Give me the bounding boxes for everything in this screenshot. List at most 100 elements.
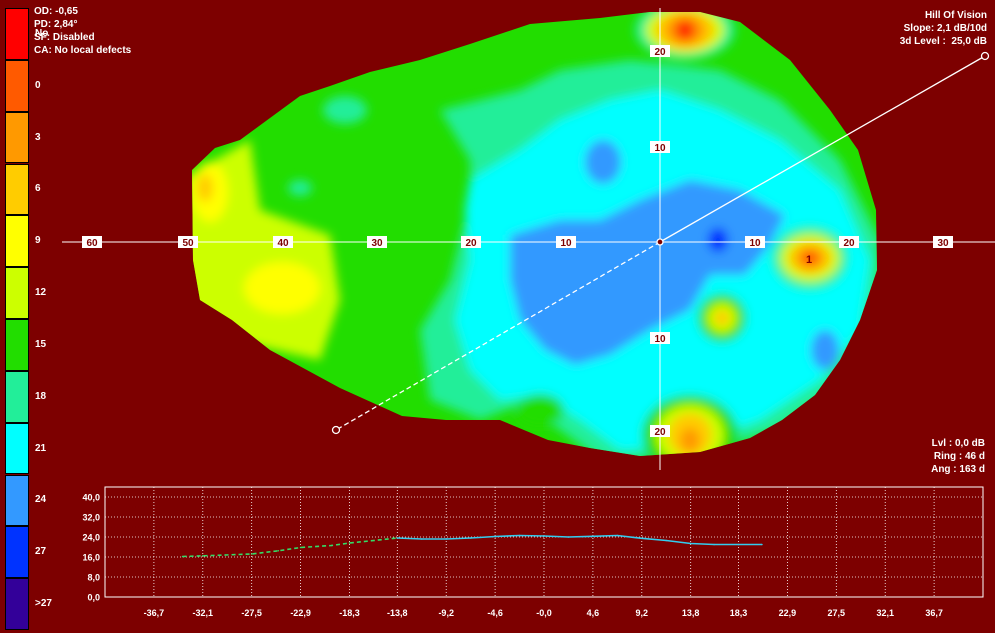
y-tick-5: 40,0 [82,493,100,503]
x-tick-2: -27,5 [241,608,262,618]
profile-point-1-10 [640,537,643,540]
profile-point-1-12 [689,542,692,545]
eye-info-panel: OD: -0,65 PD: 2,84° SF: Disabled CA: No loc… [34,5,131,57]
x-tick-15: 32,1 [876,608,894,618]
profile-line-solid[interactable] [659,55,986,243]
svg-text:60: 60 [86,238,98,249]
profile-point-1-7 [567,536,570,538]
x-axis-label-6: 10 [745,236,765,249]
x-tick-14: 27,5 [828,608,846,618]
y-tick-3: 24,0 [82,533,100,543]
legend-label-2: 3 [35,131,41,143]
x-tick-7: -4,6 [487,608,503,618]
legend-swatch-1 [5,59,29,112]
legend-label-9: 24 [35,494,47,506]
legend-swatch-10 [5,526,29,579]
svg-text:10: 10 [749,238,761,249]
lvl-value: Lvl : 0,0 dB [931,438,985,449]
legend-label-10: 27 [35,546,47,558]
x-axis-label-0: 60 [82,236,102,249]
profile-point-1-1 [420,538,423,540]
ca-value: CA: No local defects [34,45,132,56]
profile-handle-center[interactable] [656,238,664,246]
svg-text:30: 30 [937,238,949,249]
legend-swatch-5 [5,267,29,319]
profile-point-0-5 [299,546,302,549]
y-tick-2: 16,0 [82,553,100,563]
hill-of-vision-panel: Hill Of Vision Slope: 2,1 dB/10d 3d Level … [900,9,987,48]
profile-point-0-4 [277,549,280,552]
slope-value: Slope: 2,1 dB/10d [903,23,987,34]
level-value: 3d Level : 25,0 dB [899,36,987,47]
profile-point-0-7 [348,542,351,544]
x-tick-4: -18,3 [339,608,360,618]
x-axis-label-8: 30 [933,236,953,249]
y-axis-label-1: 10 [650,141,670,154]
x-axis-label-4: 20 [461,236,481,249]
pd-value: PD: 2,84° [34,19,78,30]
legend-swatch-0 [5,8,29,60]
x-tick-12: 18,3 [730,608,748,618]
svg-text:10: 10 [560,238,572,249]
y-tick-1: 8,0 [87,573,100,583]
x-tick-5: -13,8 [387,608,408,618]
profile-line-dashed[interactable] [335,241,661,431]
color-scale-legend: No 0 3 6 9 12 15 18 21 24 27 >27 [5,8,52,630]
legend-swatch-6 [5,319,29,371]
x-axis-label-7: 20 [839,236,859,249]
svg-text:50: 50 [182,238,194,249]
y-tick-0: 0,0 [87,593,100,603]
spot-label: 1 [806,254,812,266]
legend-label-0: No [35,27,49,39]
x-tick-8: -0,0 [536,608,552,618]
visual-field-isopter [192,12,877,456]
ang-value: Ang : 163 d [931,464,985,475]
legend-label-7: 18 [35,390,47,402]
svg-text:20: 20 [465,238,477,249]
axis-labels: 60 50 40 30 20 10 10 20 30 20 10 10 20 1 [82,45,953,438]
profile-point-1-8 [592,535,594,538]
profile-handle-start[interactable] [331,425,341,435]
profile-point-1-5 [518,534,521,537]
profile-point-1-2 [445,538,448,540]
x-tick-1: -32,1 [193,608,214,618]
profile-point-1-6 [543,535,545,537]
legend-swatch-11 [5,578,29,630]
x-tick-10: 9,2 [636,608,649,618]
svg-text:20: 20 [843,238,855,249]
profile-handle-end[interactable] [980,51,990,61]
legend-swatch-7 [5,370,29,423]
y-axis-label-3: 20 [650,425,670,438]
x-tick-16: 36,7 [925,608,943,618]
x-tick-13: 22,9 [779,608,797,618]
od-value: OD: -0,65 [34,6,78,17]
legend-label-8: 21 [35,442,47,454]
cursor-readout-panel: Lvl : 0,0 dB Ring : 46 d Ang : 163 d [931,437,985,476]
profile-grid [104,486,984,598]
profile-point-1-13 [713,543,715,546]
x-axis-label-5: 10 [556,236,576,249]
hill-of-vision-title: Hill Of Vision [924,10,987,21]
legend-label-4: 9 [35,235,41,247]
profile-point-0-0 [181,555,184,558]
svg-text:10: 10 [654,143,666,154]
legend-swatch-3 [5,163,29,216]
legend-label-1: 0 [35,79,41,91]
legend-swatch-9 [5,474,29,527]
legend-label-11: >27 [35,598,52,610]
ring-value: Ring : 46 d [933,451,985,462]
profile-point-1-4 [494,535,496,538]
x-tick-9: 4,6 [587,608,600,618]
x-tick-6: -9,2 [438,608,454,618]
x-axis-label-1: 50 [178,236,198,249]
profile-point-1-0 [396,537,399,539]
x-axis-label-2: 40 [273,236,293,249]
profile-point-1-3 [469,537,472,539]
y-axis-label-2: 10 [650,332,670,345]
legend-label-5: 12 [35,287,47,299]
y-tick-4: 32,0 [82,513,100,523]
profile-point-1-11 [665,539,668,542]
